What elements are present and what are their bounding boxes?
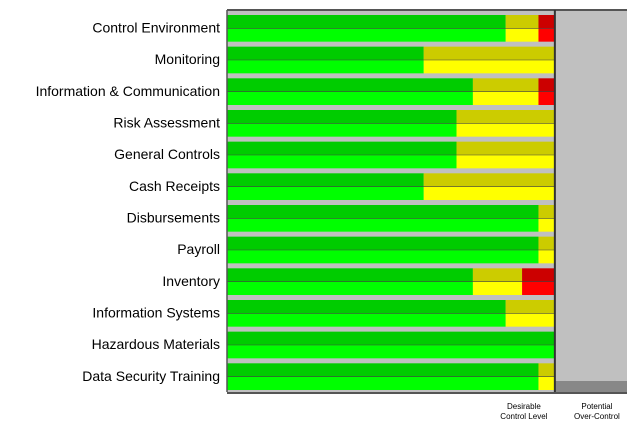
annotation: Desirable — [507, 402, 541, 411]
category-label: Information & Communication — [36, 83, 220, 99]
bar-shade — [505, 300, 555, 314]
annotation: Control Level — [500, 412, 547, 421]
bar-shade — [227, 141, 457, 155]
category-label: Risk Assessment — [113, 115, 220, 131]
bar-shade — [227, 268, 473, 282]
bar-shade — [538, 363, 555, 377]
category-label: Monitoring — [155, 51, 220, 67]
bar-shade — [227, 300, 506, 314]
bar-shade — [227, 363, 539, 377]
over-control-zone-bottom — [554, 381, 627, 392]
bar-shade — [472, 78, 539, 92]
bar-shade — [456, 141, 555, 155]
annotation: Over-Control — [574, 412, 620, 421]
bar-shade — [227, 173, 424, 187]
category-label: Information Systems — [92, 305, 220, 321]
plot-background — [227, 10, 627, 393]
bar-shade — [505, 15, 539, 29]
bar-shade — [227, 46, 424, 60]
bar-shade — [423, 173, 555, 187]
bar-shade — [227, 78, 473, 92]
bar-shade — [522, 268, 555, 282]
category-label: Control Environment — [92, 20, 220, 36]
bar-shade — [227, 236, 539, 250]
category-label: Payroll — [177, 241, 220, 257]
bar-shade — [227, 331, 555, 345]
annotation: Potential — [581, 402, 612, 411]
bar-shade — [538, 236, 555, 250]
category-label: General Controls — [114, 146, 220, 162]
bar-shade — [538, 15, 555, 29]
bar-shade — [472, 268, 523, 282]
category-label: Data Security Training — [82, 368, 220, 384]
bar-shade — [538, 205, 555, 219]
bar-shade — [227, 15, 506, 29]
bar-shade — [227, 110, 457, 124]
category-label: Inventory — [162, 273, 220, 289]
bar-shade — [423, 46, 555, 60]
bar-shade — [538, 78, 555, 92]
category-label: Hazardous Materials — [92, 336, 220, 352]
category-label: Cash Receipts — [129, 178, 220, 194]
bar-shade — [456, 110, 555, 124]
bar-shade — [227, 205, 539, 219]
category-label: Disbursements — [127, 210, 220, 226]
